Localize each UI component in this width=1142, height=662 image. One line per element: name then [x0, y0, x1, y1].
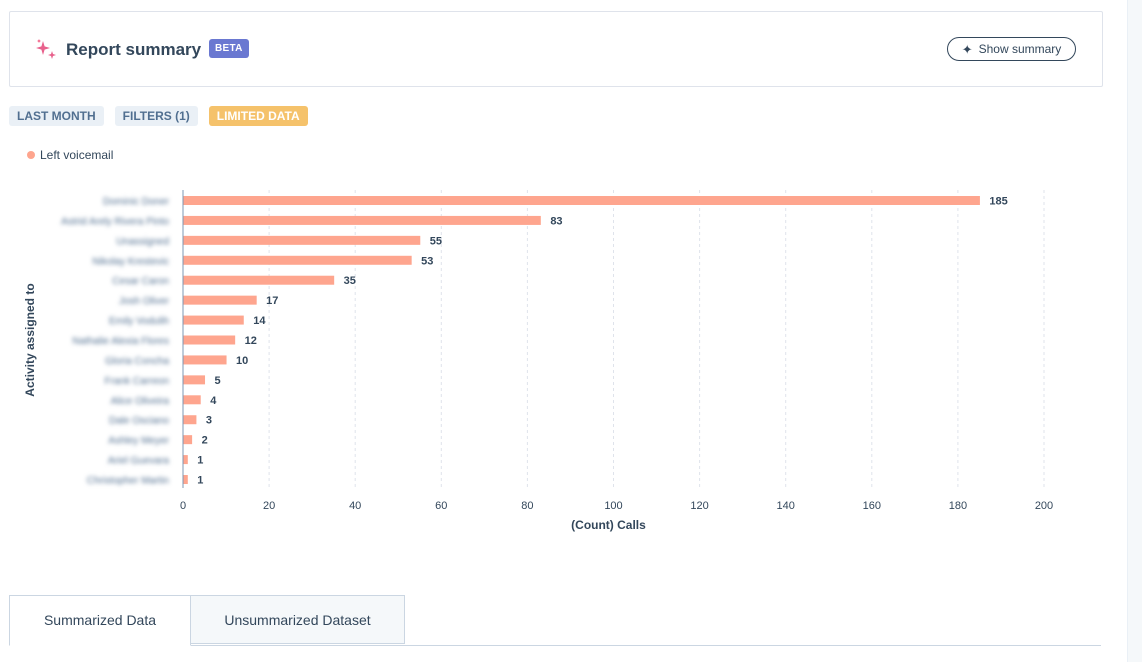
- bar-value-label: 5: [215, 375, 221, 387]
- chart-legend[interactable]: Left voicemail: [27, 148, 113, 162]
- x-tick-label: 140: [777, 500, 795, 512]
- bar[interactable]: [183, 395, 201, 405]
- bar-chart: 0 20 40 60 80 100 120 140 160 180 200 185 Dominic Do…: [23, 190, 1053, 532]
- tab-unsummarized-dataset[interactable]: Unsummarized Dataset: [191, 595, 405, 644]
- bar[interactable]: [183, 255, 412, 265]
- bar-value-label: 17: [266, 295, 278, 307]
- bar-value-label: 2: [202, 435, 208, 447]
- category-label: Unassigned: [116, 236, 169, 247]
- report-summary-title: Report summary: [66, 40, 202, 59]
- category-label: Astrid Arely Rivera Pinto: [61, 216, 169, 227]
- bar-value-label: 1: [197, 475, 203, 487]
- sparkle-small-icon: ✦: [961, 41, 973, 57]
- x-tick-label: 160: [863, 500, 881, 512]
- bar[interactable]: [183, 235, 421, 245]
- x-tick-label: 180: [949, 500, 967, 512]
- legend-label: Left voicemail: [40, 148, 114, 162]
- bar-value-label: 83: [550, 215, 562, 227]
- y-axis-title: Activity assigned to: [23, 283, 37, 396]
- x-tick-label: 120: [690, 500, 708, 512]
- category-label: Nikolay Krestevic: [92, 256, 169, 267]
- bar[interactable]: [183, 275, 335, 285]
- bar[interactable]: [183, 475, 188, 485]
- x-tick-label: 0: [180, 500, 186, 512]
- tab-summarized-data[interactable]: Summarized Data: [9, 595, 191, 646]
- report-summary-card: Report summary BETA ✦ Show summary: [9, 11, 1103, 87]
- bar-value-label: 3: [206, 415, 212, 427]
- bar[interactable]: [183, 375, 206, 385]
- category-label: Dominic Doner: [103, 197, 170, 208]
- category-label: Ariel Guevara: [108, 456, 170, 467]
- show-summary-label: Show summary: [978, 42, 1062, 56]
- bar[interactable]: [183, 215, 541, 225]
- bar-value-label: 55: [430, 235, 442, 247]
- bar[interactable]: [183, 355, 227, 365]
- bar-value-label: 12: [245, 335, 257, 347]
- filters-tag[interactable]: FILTERS (1): [114, 106, 198, 126]
- bar[interactable]: [183, 315, 244, 325]
- category-label: Frank Carreon: [105, 376, 169, 387]
- category-label: Gloria Concha: [105, 356, 169, 367]
- category-label: Cesar Caron: [112, 276, 169, 287]
- bar[interactable]: [183, 455, 188, 465]
- bar-value-label: 35: [344, 275, 356, 287]
- page-scrollbar[interactable]: [1127, 0, 1142, 662]
- bar-value-label: 14: [253, 315, 266, 327]
- x-tick-label: 200: [1035, 500, 1053, 512]
- bar-value-label: 53: [421, 255, 433, 267]
- sparkle-icon: [36, 39, 56, 59]
- category-label: Dale Osciano: [109, 416, 169, 427]
- category-label: Emily Vodulih: [109, 316, 169, 327]
- bar[interactable]: [183, 295, 257, 305]
- category-label: Alice Oliveira: [111, 396, 170, 407]
- show-summary-button[interactable]: ✦ Show summary: [947, 37, 1076, 61]
- bar[interactable]: [183, 196, 980, 205]
- bar[interactable]: [183, 415, 197, 425]
- date-range-tag[interactable]: LAST MONTH: [9, 106, 104, 126]
- bar-value-label: 10: [236, 355, 248, 367]
- bar[interactable]: [183, 335, 236, 345]
- category-label: Christopher Martin: [87, 476, 169, 487]
- report-filter-tags: LAST MONTH FILTERS (1) LIMITED DATA: [9, 106, 308, 126]
- x-tick-label: 100: [604, 500, 622, 512]
- limited-data-tag[interactable]: LIMITED DATA: [208, 106, 308, 126]
- x-tick-label: 80: [521, 500, 533, 512]
- legend-swatch: [27, 151, 35, 159]
- category-label: Josh Oliver: [119, 296, 170, 307]
- bar-value-label: 1: [197, 455, 203, 467]
- bar[interactable]: [183, 435, 193, 445]
- beta-badge: BETA: [209, 39, 249, 58]
- category-label: Ashley Meyer: [108, 436, 169, 447]
- bar-value-label: 4: [210, 395, 217, 407]
- x-tick-label: 20: [263, 500, 275, 512]
- category-label: Nathalie Alexia Flores: [72, 336, 169, 347]
- data-tabs: Summarized Data Unsummarized Dataset: [9, 595, 1101, 646]
- x-axis-title: (Count) Calls: [571, 518, 646, 532]
- x-tick-label: 40: [349, 500, 361, 512]
- bar-value-label: 185: [989, 196, 1007, 208]
- x-tick-label: 60: [435, 500, 447, 512]
